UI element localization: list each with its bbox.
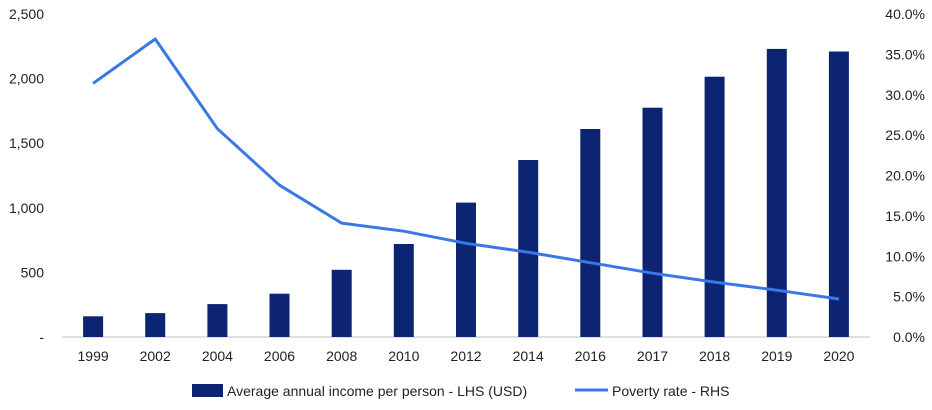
legend-swatch-income <box>192 384 223 397</box>
income-bar-2006 <box>269 293 290 337</box>
x-tick-label: 2017 <box>637 348 668 364</box>
legend-label-poverty: Poverty rate - RHS <box>612 383 729 399</box>
poverty-rate-line <box>92 37 840 301</box>
left-tick-label: 1,500 <box>9 135 44 151</box>
right-tick-label: 10.0% <box>885 248 925 264</box>
income-bar-2017 <box>642 107 663 337</box>
x-axis-ticks: 1999 2002 2004 2006 2008 2010 2012 2014 2016 2017… <box>78 348 855 364</box>
x-tick-label: 1999 <box>78 348 109 364</box>
left-tick-label: 500 <box>21 264 45 280</box>
left-tick-label: - <box>39 329 44 345</box>
left-tick-label: 1,000 <box>9 200 44 216</box>
right-tick-label: 20.0% <box>885 168 925 184</box>
x-tick-label: 2014 <box>513 348 544 364</box>
income-bar-2012 <box>456 202 476 337</box>
right-tick-label: 30.0% <box>885 87 925 103</box>
left-axis-ticks: - 500 1,000 1,500 2,000 2,500 <box>9 6 44 345</box>
x-tick-label: 2010 <box>388 348 419 364</box>
x-tick-label: 2012 <box>450 348 481 364</box>
right-tick-label: 15.0% <box>885 208 925 224</box>
income-bar-2020 <box>828 51 849 337</box>
right-tick-label: 0.0% <box>893 329 925 345</box>
income-bar-2008 <box>331 269 352 337</box>
left-tick-label: 2,000 <box>9 71 44 87</box>
income-bar-2002 <box>145 313 166 337</box>
x-tick-label: 2008 <box>326 348 357 364</box>
right-tick-label: 35.0% <box>885 46 925 62</box>
income-bars <box>83 48 849 338</box>
x-tick-label: 2020 <box>823 348 854 364</box>
x-tick-label: 2004 <box>202 348 233 364</box>
income-bar-2016 <box>580 129 601 337</box>
legend: Average annual income per person - LHS (… <box>192 383 729 399</box>
income-bar-2019 <box>766 48 787 338</box>
right-tick-label: 5.0% <box>893 289 925 305</box>
income-bar-2018 <box>704 76 725 337</box>
right-axis-ticks: 0.0% 5.0% 10.0% 15.0% 20.0% 25.0% 30.0% 35.0% 40… <box>885 6 925 345</box>
income-bar-1999 <box>83 316 104 337</box>
x-tick-label: 2016 <box>575 348 606 364</box>
left-tick-label: 2,500 <box>9 6 44 22</box>
income-bar-2004 <box>207 304 228 337</box>
x-tick-label: 2018 <box>699 348 730 364</box>
income-bar-2010 <box>393 244 414 337</box>
right-tick-label: 25.0% <box>885 127 925 143</box>
income-bar-2014 <box>518 160 539 337</box>
x-tick-label: 2002 <box>140 348 171 364</box>
right-tick-label: 40.0% <box>885 6 925 22</box>
x-tick-label: 2006 <box>264 348 295 364</box>
legend-label-income: Average annual income per person - LHS (… <box>227 383 527 399</box>
x-tick-label: 2019 <box>761 348 792 364</box>
